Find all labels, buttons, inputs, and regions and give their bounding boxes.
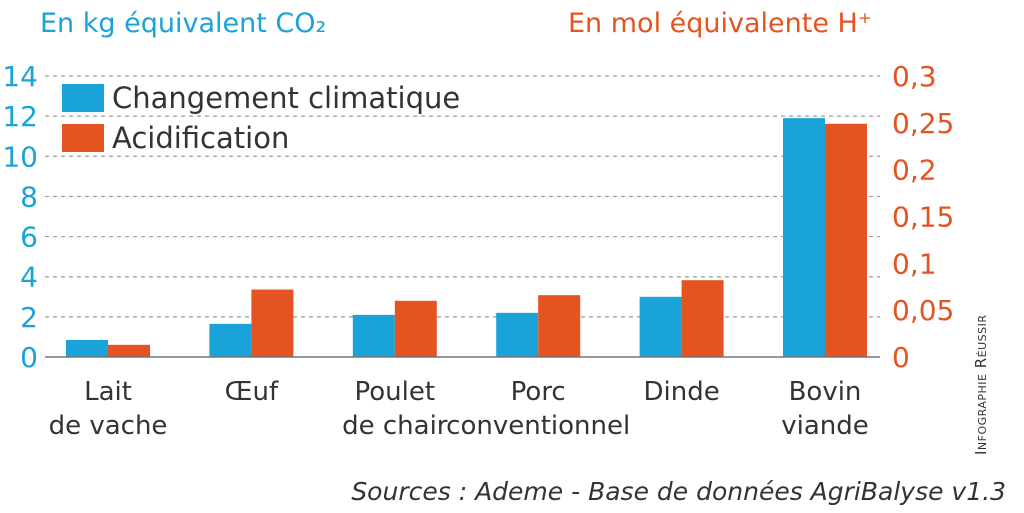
legend-label: Changement climatique bbox=[112, 81, 460, 115]
left-tick-label: 4 bbox=[20, 261, 38, 294]
category-label: conventionnel bbox=[446, 411, 630, 441]
bar-acidification bbox=[681, 280, 724, 357]
legend-swatch bbox=[62, 124, 104, 152]
bar-acidification bbox=[538, 295, 581, 357]
category-label: Porc bbox=[511, 377, 566, 407]
left-tick-label: 12 bbox=[2, 100, 38, 133]
left-tick-label: 2 bbox=[20, 301, 38, 334]
category-label: viande bbox=[781, 411, 869, 441]
category-label: de vache bbox=[49, 411, 168, 441]
category-label: de chair bbox=[342, 411, 448, 441]
right-tick-label: 0,2 bbox=[892, 154, 937, 187]
right-tick-label: 0,1 bbox=[892, 247, 937, 280]
bar-changement-climatique bbox=[66, 339, 108, 357]
bar-changement-climatique bbox=[639, 296, 682, 357]
left-tick-label: 8 bbox=[20, 180, 38, 213]
left-tick-label: 0 bbox=[20, 341, 38, 374]
left-tick-label: 14 bbox=[2, 60, 38, 93]
right-tick-label: 0 bbox=[892, 341, 910, 374]
legend-label: Acidification bbox=[112, 121, 289, 155]
bar-changement-climatique bbox=[496, 312, 539, 357]
bar-acidification bbox=[394, 300, 437, 357]
legend-swatch bbox=[62, 84, 104, 112]
bar-changement-climatique bbox=[352, 314, 395, 357]
right-axis-title: En mol équivalente H⁺ bbox=[568, 8, 873, 39]
category-label: Poulet bbox=[355, 377, 436, 407]
right-tick-label: 0,25 bbox=[892, 107, 954, 140]
left-axis-title: En kg équivalent CO₂ bbox=[40, 8, 327, 39]
category-label: Lait bbox=[84, 377, 132, 407]
category-label: Bovin bbox=[789, 377, 862, 407]
right-tick-label: 0,15 bbox=[892, 201, 954, 234]
bar-acidification bbox=[108, 344, 150, 357]
left-tick-label: 10 bbox=[2, 140, 38, 173]
bar-acidification bbox=[825, 123, 867, 358]
category-label: Dinde bbox=[643, 377, 719, 407]
bar-acidification bbox=[251, 289, 294, 357]
left-tick-label: 6 bbox=[20, 221, 38, 254]
right-tick-label: 0,05 bbox=[892, 294, 954, 327]
category-label: Œuf bbox=[225, 377, 279, 407]
bar-changement-climatique bbox=[783, 118, 825, 358]
right-tick-label: 0,3 bbox=[892, 60, 937, 93]
bar-changement-climatique bbox=[209, 323, 252, 357]
source-text: Sources : Ademe - Base de données AgriBa… bbox=[351, 477, 1006, 506]
